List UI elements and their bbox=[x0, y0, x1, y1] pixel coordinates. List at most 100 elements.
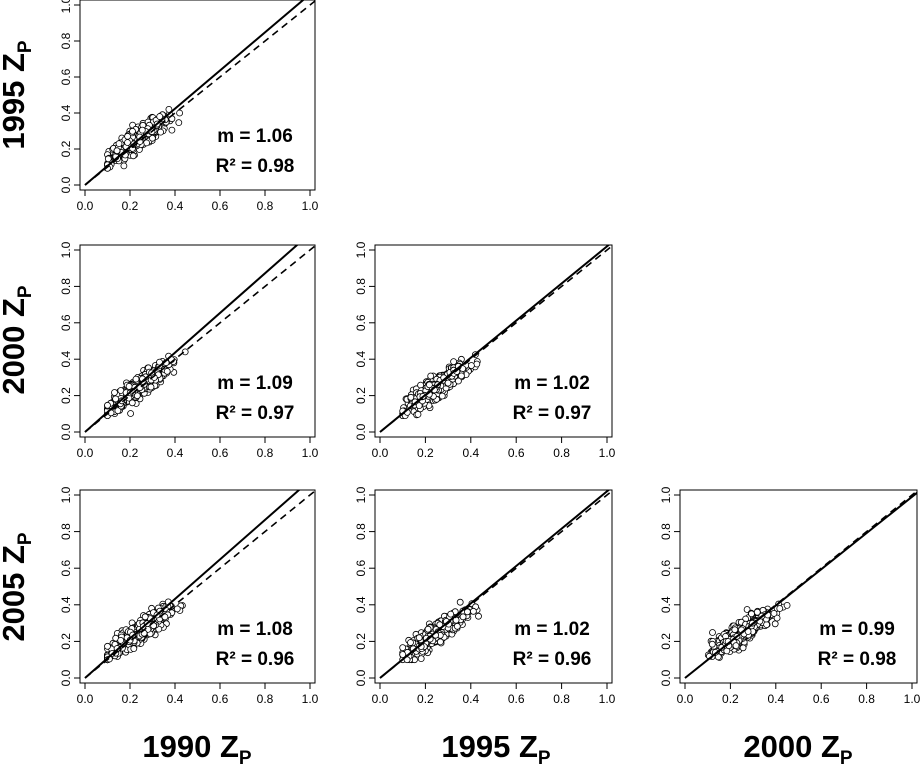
row-label-subscript: P bbox=[15, 285, 36, 298]
x-tick-label: 0.0 bbox=[372, 692, 389, 706]
data-point bbox=[770, 610, 778, 617]
col-label-subscript: P bbox=[538, 748, 551, 769]
plot-area bbox=[84, 490, 315, 679]
y-tick-label: 1.0 bbox=[59, 0, 73, 13]
data-point bbox=[147, 383, 155, 391]
data-point bbox=[457, 372, 465, 380]
slope-annotation: m = 1.02 bbox=[514, 619, 590, 640]
data-point bbox=[104, 155, 112, 163]
data-point bbox=[129, 152, 137, 160]
data-point bbox=[436, 638, 444, 646]
y-tick-label: 0.4 bbox=[59, 104, 73, 121]
plot-area bbox=[379, 490, 612, 679]
y-tick-label: 0.6 bbox=[354, 560, 368, 577]
data-point bbox=[120, 162, 128, 170]
row-label-1995: 1995 ZP bbox=[0, 40, 36, 150]
col-label-2000: 2000 ZP bbox=[743, 729, 853, 769]
data-point bbox=[163, 367, 171, 375]
identity-line bbox=[379, 490, 612, 679]
col-label-year: 1990 bbox=[142, 729, 220, 764]
r2-annotation: R² = 0.96 bbox=[216, 649, 295, 670]
data-point bbox=[176, 109, 184, 117]
r2-annotation: R² = 0.98 bbox=[216, 156, 295, 177]
y-tick-label: 0.6 bbox=[59, 68, 73, 85]
data-point bbox=[463, 608, 471, 616]
x-tick-label: 0.4 bbox=[167, 692, 184, 706]
col-label-year: 1995 bbox=[441, 729, 519, 764]
y-tick-label: 1.0 bbox=[659, 486, 673, 503]
y-tick-label: 0.6 bbox=[659, 560, 673, 577]
x-tick-label: 0.8 bbox=[257, 446, 274, 460]
y-tick-label: 0.0 bbox=[59, 423, 73, 440]
y-tick-label: 0.4 bbox=[659, 596, 673, 613]
point-cloud bbox=[104, 598, 186, 664]
slope-annotation: m = 1.02 bbox=[514, 373, 590, 394]
x-tick-label: 0.6 bbox=[212, 692, 229, 706]
x-tick-label: 0.2 bbox=[122, 199, 139, 213]
row-label-symbol: Z bbox=[0, 298, 31, 317]
data-point bbox=[739, 644, 747, 652]
x-tick-label: 0.0 bbox=[77, 692, 94, 706]
y-tick-label: 1.0 bbox=[354, 241, 368, 258]
panel-frame bbox=[374, 489, 613, 684]
data-point bbox=[783, 602, 791, 609]
data-point bbox=[125, 382, 133, 390]
data-point bbox=[129, 127, 136, 135]
row-label-year: 1995 bbox=[0, 72, 31, 150]
x-tick-label: 1.0 bbox=[302, 199, 319, 213]
r2-annotation: R² = 0.98 bbox=[818, 649, 897, 670]
row-label-subscript: P bbox=[15, 40, 36, 53]
data-point bbox=[168, 126, 176, 134]
data-point bbox=[417, 381, 425, 389]
y-tick-label: 0.2 bbox=[354, 633, 368, 650]
col-label-1995: 1995 ZP bbox=[441, 729, 551, 769]
row-label-symbol: Z bbox=[0, 53, 31, 72]
row-label-2005: 2005 ZP bbox=[0, 532, 36, 642]
y-tick-label: 1.0 bbox=[59, 486, 73, 503]
y-tick-label: 0.2 bbox=[59, 387, 73, 404]
data-point bbox=[467, 362, 475, 369]
x-tick-label: 0.0 bbox=[77, 199, 94, 213]
data-point bbox=[173, 605, 181, 613]
x-tick-label: 0.4 bbox=[462, 446, 479, 460]
data-point bbox=[743, 606, 751, 613]
col-label-year: 2000 bbox=[743, 729, 821, 764]
data-point bbox=[414, 410, 422, 418]
scatter-panel-2000-vs-1995: 0.0 0.2 0.4 0.6 0.8 1.0 0.0 0.2 0.4 0.6 0.8 1.0 m = … bbox=[354, 241, 616, 460]
panel-frame bbox=[79, 0, 316, 191]
data-point bbox=[424, 625, 432, 633]
y-tick-label: 0.2 bbox=[59, 140, 73, 157]
data-point bbox=[111, 389, 118, 396]
x-tick-label: 0.8 bbox=[858, 692, 875, 706]
data-point bbox=[128, 399, 136, 407]
data-point bbox=[731, 626, 739, 634]
y-tick-label: 0.2 bbox=[659, 633, 673, 650]
data-point bbox=[456, 598, 464, 606]
y-tick-label: 0.4 bbox=[354, 351, 368, 368]
x-tick-label: 1.0 bbox=[302, 446, 319, 460]
identity-line bbox=[379, 245, 612, 433]
data-point bbox=[148, 134, 156, 142]
y-tick-label: 0.0 bbox=[659, 669, 673, 686]
data-point bbox=[732, 642, 740, 649]
data-point bbox=[138, 126, 146, 134]
data-point bbox=[157, 128, 165, 136]
identity-line bbox=[84, 490, 315, 679]
y-tick-label: 0.0 bbox=[59, 669, 73, 686]
data-point bbox=[709, 629, 716, 636]
fit-line bbox=[684, 491, 917, 679]
x-tick-label: 0.6 bbox=[212, 199, 229, 213]
x-tick-label: 0.2 bbox=[722, 692, 739, 706]
panel-frame bbox=[79, 489, 316, 684]
data-point bbox=[454, 377, 462, 385]
plot-area bbox=[84, 0, 315, 186]
row-label-year: 2000 bbox=[0, 317, 31, 395]
x-tick-label: 0.4 bbox=[167, 446, 184, 460]
y-tick-label: 0.8 bbox=[59, 32, 73, 49]
scatter-panel-2005-vs-1995: 0.0 0.2 0.4 0.6 0.8 1.0 0.0 0.2 0.4 0.6 0.8 1.0 m = … bbox=[354, 486, 616, 706]
fit-line bbox=[84, 245, 299, 433]
x-tick-label: 0.0 bbox=[372, 446, 389, 460]
data-point bbox=[130, 645, 138, 652]
y-tick-label: 0.8 bbox=[59, 523, 73, 540]
x-tick-label: 0.4 bbox=[767, 692, 784, 706]
